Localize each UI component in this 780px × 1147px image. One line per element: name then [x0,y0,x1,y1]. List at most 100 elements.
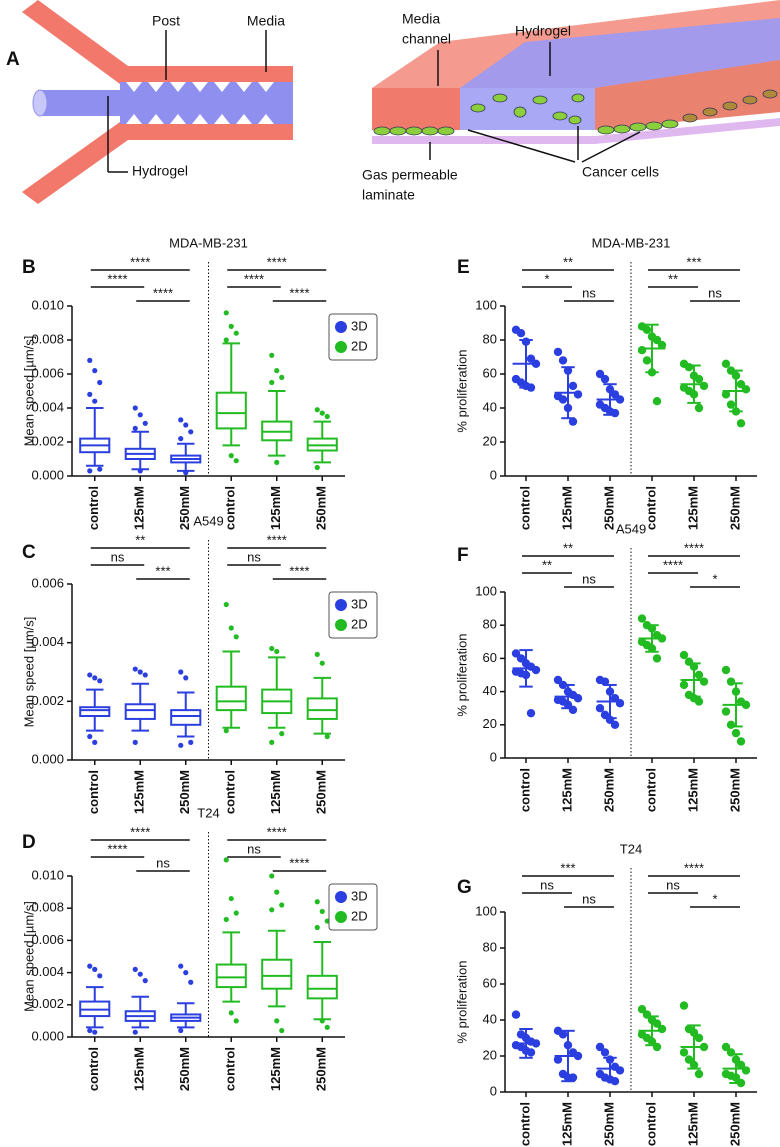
x-tick-label: 125mM [559,486,574,530]
outlier [319,1018,325,1024]
legend-label: 3D [351,596,368,611]
y-axis-label: % proliferation [454,960,469,1043]
x-tick-label: 250mM [314,770,329,814]
significance-label: **** [684,860,704,875]
outlier [92,1029,98,1035]
significance-label: ns [247,841,261,856]
data-point [731,728,741,738]
data-point [679,1048,689,1057]
data-point [573,694,583,703]
outlier [97,678,103,684]
outlier [274,889,280,895]
significance-label: ** [668,271,678,286]
outlier [223,601,229,608]
data-point [511,1010,521,1019]
data-point [721,665,731,675]
outlier [132,425,138,431]
x-tick-label: control [223,1047,238,1091]
y-tick-label: 100 [475,297,497,312]
data-point [679,680,689,690]
data-point [741,385,751,394]
outlier [233,458,239,464]
outlier [132,739,138,746]
chart-title: MDA-MB-231 [592,235,671,250]
data-point [553,347,563,357]
outlier [233,330,239,336]
x-tick-label: 250mM [727,486,742,530]
y-tick-label: 0 [490,1083,497,1098]
outlier [233,1018,239,1024]
significance-label: ns [156,855,170,870]
x-tick-label: 125mM [559,768,574,812]
outlier [274,459,280,465]
label: Hydrogel [132,163,188,179]
outlier [269,907,275,913]
outlier [324,1024,330,1030]
outlier [178,417,184,423]
significance-label: ns [582,891,596,906]
data-point [600,1048,610,1057]
y-tick-label: 0.008 [31,331,64,346]
y-tick-label: 60 [483,975,497,990]
outlier [233,910,239,916]
significance-label: **** [267,824,287,839]
panel-letter: F [457,545,469,566]
outlier [233,634,239,640]
outlier [274,368,280,374]
x-tick-label: 250mM [601,1102,616,1146]
y-tick-label: 0 [490,467,497,482]
outlier [142,420,148,426]
significance-label: *** [560,860,575,875]
data-point [694,403,704,413]
y-tick-label: 0.000 [31,1028,64,1043]
outlier [132,666,138,672]
outlier [274,648,280,655]
data-point [558,1030,568,1039]
posts [126,82,274,124]
legend-label: 2D [351,616,368,631]
inlet [32,89,48,117]
significance-label: **** [267,532,287,547]
significance-label: **** [107,271,127,286]
data-point [516,329,526,338]
y-tick-label: 80 [483,939,497,954]
hydrogel-top [460,18,780,88]
outlier [178,1027,184,1034]
data-point [699,677,709,686]
data-point [721,390,731,399]
outlier [87,468,93,474]
significance-label: ** [563,540,573,555]
outlier [97,466,103,472]
legend-label: 2D [351,338,368,353]
y-tick-label: 0.010 [31,867,64,882]
outlier [319,660,325,666]
label: channel [402,31,451,47]
outlier [92,368,98,374]
y-tick-label: 0.002 [31,433,64,448]
label: Media [402,11,440,27]
x-tick-label: control [643,486,658,530]
y-tick-label: 0.000 [31,751,64,766]
media-channel [22,122,293,204]
data-point [726,400,736,409]
significance-label: **** [289,285,309,300]
y-tick-label: 20 [483,1047,497,1062]
x-tick-label: 125mM [132,770,147,814]
data-point [526,708,536,718]
data-point [726,720,736,729]
x-tick-label: control [643,768,658,812]
outlier [314,407,320,413]
panel-letter: C [22,542,36,563]
x-tick-label: control [223,770,238,814]
data-point [568,705,578,715]
significance-label: ns [582,285,596,300]
outlier [188,739,194,746]
label: Cancer cells [582,164,659,180]
data-point [736,1060,746,1070]
y-tick-label: 0.004 [31,964,64,979]
outlier [92,398,98,404]
outlier [269,379,275,386]
data-point [595,704,605,713]
data-point [684,363,694,372]
